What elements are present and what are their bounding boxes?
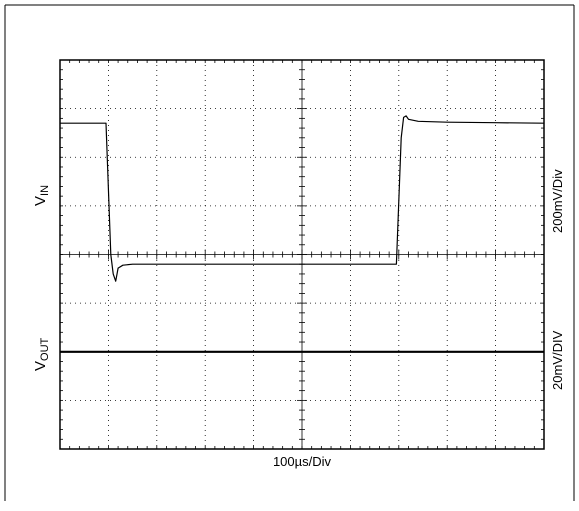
vin-scale-label: 200mV/Div — [550, 169, 565, 233]
plot-grid — [59, 59, 545, 450]
trace-vin — [60, 115, 545, 282]
vout-scale-label: 20mV/DIV — [550, 330, 565, 390]
vin-label-sub: IN — [39, 185, 51, 196]
x-axis-label: 100µs/Div — [273, 454, 332, 469]
vin-label: VIN — [32, 185, 51, 206]
vout-label-main: V — [32, 361, 49, 371]
vin-label-main: V — [32, 196, 49, 206]
trace-group — [60, 115, 545, 353]
plot-border — [59, 59, 545, 450]
vout-label: VOUT — [32, 337, 51, 371]
vout-label-sub: OUT — [39, 337, 51, 361]
